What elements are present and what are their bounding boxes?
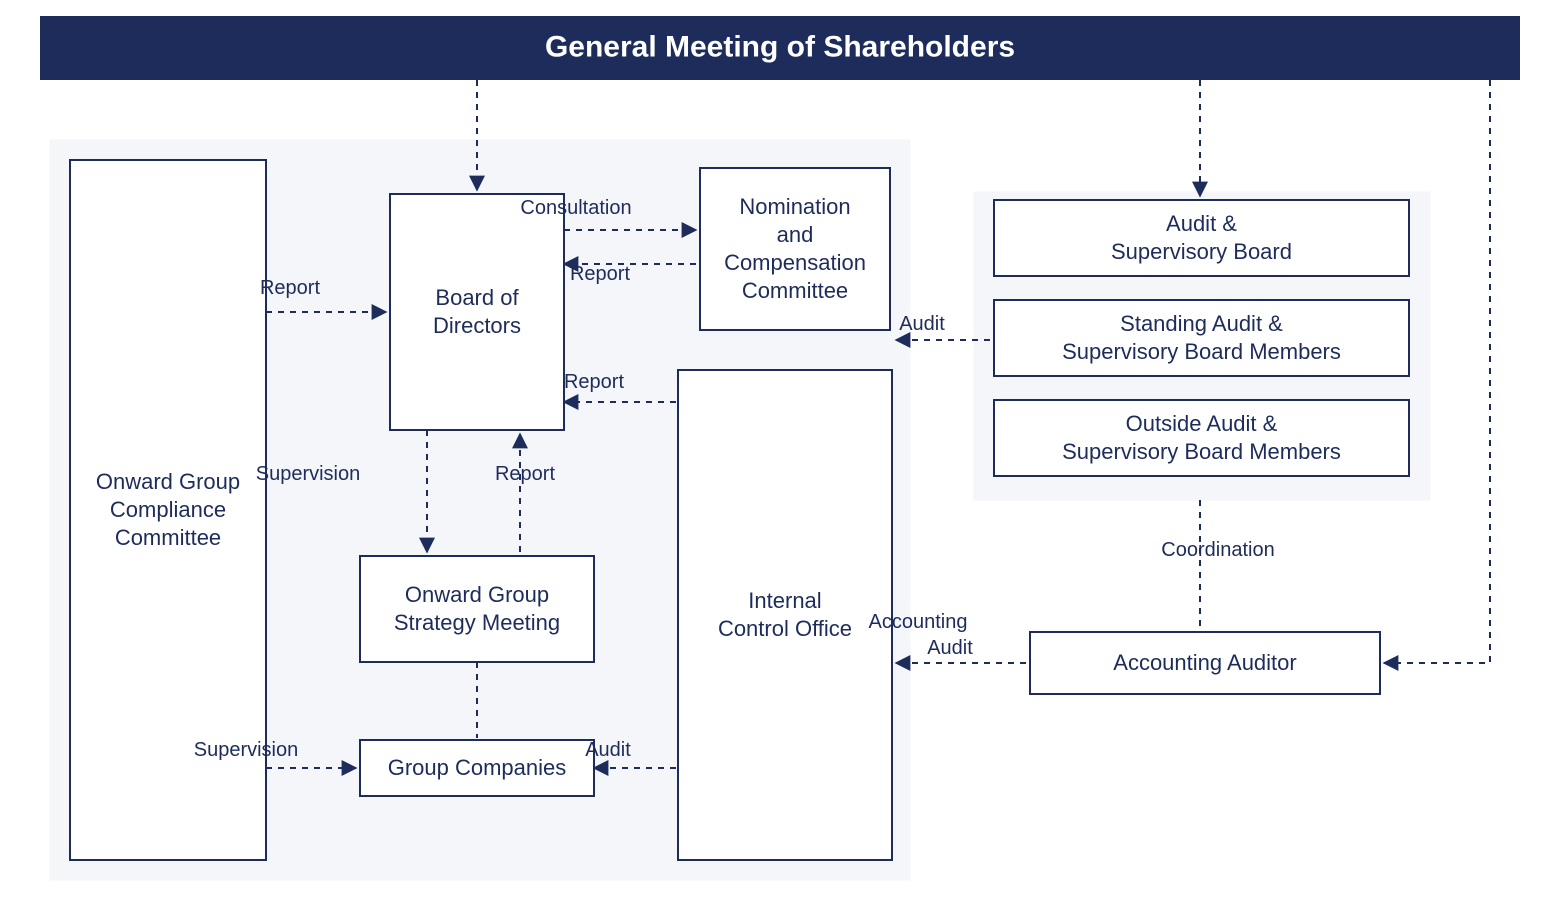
node-board-line0: Board of (435, 285, 519, 310)
node-strategy: Onward Group Strategy Meeting (360, 556, 594, 662)
node-outside_members-line1: Supervisory Board Members (1062, 439, 1341, 464)
edge-label-acct-to-ico: Accounting (869, 611, 968, 633)
edge-label-nom-to-board: Report (570, 263, 630, 285)
node-standing_members-line0: Standing Audit & (1120, 311, 1283, 336)
node-internal_control: Internal Control Office (678, 370, 892, 860)
node-group_companies: Group Companies (360, 740, 594, 796)
node-strategy-line1: Strategy Meeting (394, 610, 560, 635)
node-header: General Meeting of Shareholders (40, 16, 1520, 80)
node-outside_members-line0: Outside Audit & (1126, 411, 1278, 436)
governance-diagram: General Meeting of Shareholders Onward G… (0, 0, 1560, 920)
node-board: Board of Directors (390, 194, 564, 430)
node-audit_board-line0: Audit & (1166, 211, 1237, 236)
node-nom_comp-line2: Compensation (724, 250, 866, 275)
edge-label-board-to-nom: Consultation (520, 197, 631, 219)
node-audit_board-line1: Supervisory Board (1111, 239, 1292, 264)
edge-label-strat-to-board: Report (495, 463, 555, 485)
edge-label-audit-to-ico: Audit (899, 313, 945, 335)
edge-label-board-to-strat: Supervision (256, 463, 361, 485)
node-accounting_auditor: Accounting Auditor (1030, 632, 1380, 694)
node-internal_control-line1: Control Office (718, 616, 852, 641)
node-standing_members-line1: Supervisory Board Members (1062, 339, 1341, 364)
node-board-line1: Directors (433, 313, 521, 338)
edge-label-compl-to-group: Supervision (194, 739, 299, 761)
node-nom_comp-line3: Committee (742, 278, 848, 303)
node-internal_control-line0: Internal (748, 588, 821, 613)
edge-label-ico-to-group: Audit (585, 739, 631, 761)
node-accounting_auditor-line0: Accounting Auditor (1113, 650, 1296, 675)
edge-label-ico-to-board: Report (564, 371, 624, 393)
node-header-line0: General Meeting of Shareholders (545, 31, 1015, 64)
edge-label-members-to-acct: Coordination (1161, 539, 1274, 561)
node-group_companies-line0: Group Companies (388, 755, 567, 780)
edge-label-compl-to-board: Report (260, 277, 320, 299)
node-nom_comp: Nomination and Compensation Committee (700, 168, 890, 330)
node-compliance-line2: Committee (115, 525, 221, 550)
node-compliance-line1: Compliance (110, 497, 226, 522)
node-strategy-line0: Onward Group (405, 582, 549, 607)
node-outside_members: Outside Audit & Supervisory Board Members (994, 400, 1409, 476)
node-standing_members: Standing Audit & Supervisory Board Member… (994, 300, 1409, 376)
edge-label2-acct-to-ico: Audit (927, 637, 973, 659)
node-nom_comp-line1: and (777, 222, 814, 247)
node-audit_board: Audit & Supervisory Board (994, 200, 1409, 276)
node-nom_comp-line0: Nomination (739, 194, 850, 219)
node-compliance-line0: Onward Group (96, 469, 240, 494)
